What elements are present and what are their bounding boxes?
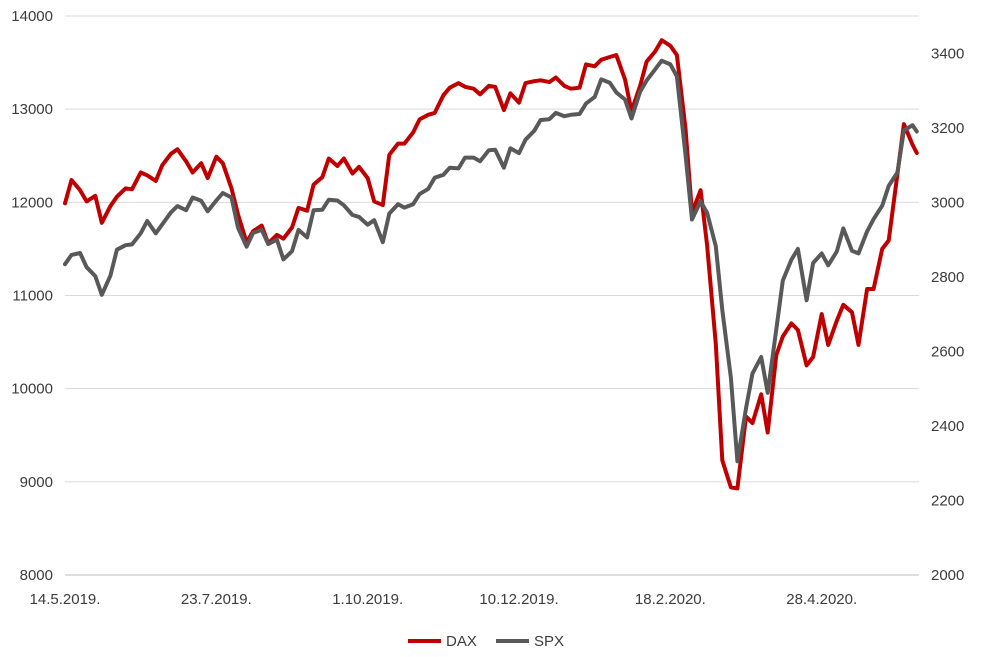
x-tick-label: 10.12.2019.: [479, 591, 558, 608]
x-axis: 14.5.2019. 23.7.2019. 1.10.2019. 10.12.2019…: [30, 591, 858, 608]
chart-legend: DAX SPX: [408, 633, 564, 650]
series-lines: [63, 38, 919, 491]
x-tick-label: 23.7.2019.: [181, 591, 252, 608]
legend-label-dax: DAX: [446, 633, 477, 650]
y-axis-right: 2000 2200 2400 2600 2800 3000 3200 3400: [931, 45, 964, 584]
y-right-tick-label: 3400: [931, 45, 964, 62]
y-left-tick-label: 10000: [11, 381, 53, 398]
y-left-tick-label: 11000: [12, 288, 53, 305]
y-left-tick-label: 9000: [20, 474, 53, 491]
y-right-tick-label: 3200: [931, 120, 964, 137]
series-line-spx: [63, 58, 919, 464]
x-tick-label: 28.4.2020.: [786, 591, 857, 608]
y-left-tick-label: 8000: [20, 567, 53, 584]
y-right-tick-label: 2800: [931, 269, 964, 286]
legend-label-spx: SPX: [534, 633, 564, 650]
gridlines: [65, 15, 919, 576]
y-right-tick-label: 2600: [931, 343, 964, 360]
series-line-dax: [63, 38, 919, 491]
y-left-tick-label: 12000: [11, 194, 53, 211]
y-left-tick-label: 13000: [11, 101, 53, 118]
x-tick-label: 1.10.2019.: [332, 591, 403, 608]
x-tick-label: 14.5.2019.: [30, 591, 101, 608]
y-right-tick-label: 2000: [931, 567, 964, 584]
y-right-tick-label: 2200: [931, 492, 964, 509]
y-axis-left: 8000 9000 10000 11000 12000 13000 14000: [11, 8, 53, 584]
y-left-tick-label: 14000: [11, 8, 53, 25]
y-right-tick-label: 3000: [931, 194, 964, 211]
x-tick-label: 18.2.2020.: [635, 591, 706, 608]
y-right-tick-label: 2400: [931, 418, 964, 435]
